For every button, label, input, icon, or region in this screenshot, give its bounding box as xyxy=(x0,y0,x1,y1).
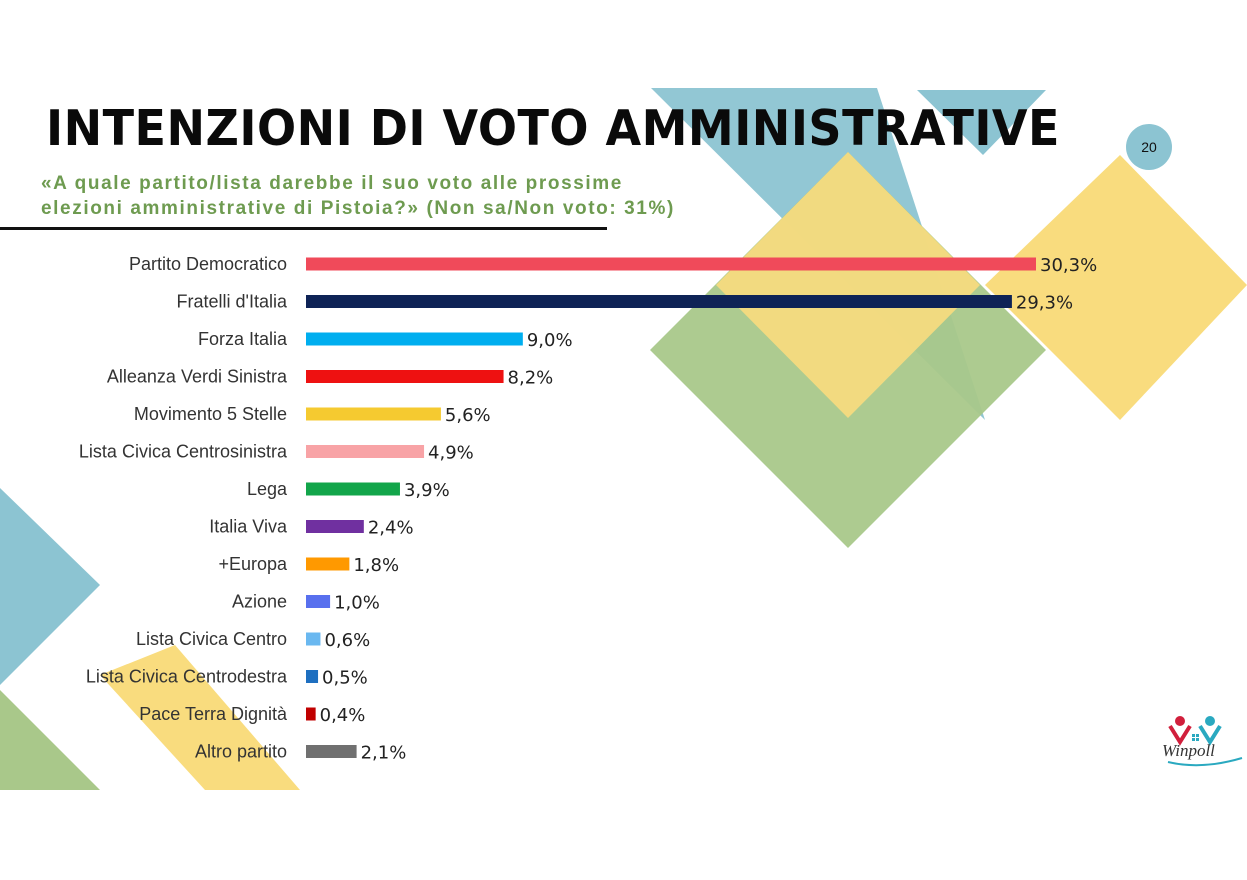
value-label: 4,9% xyxy=(428,443,474,464)
category-label: Pace Terra Dignità xyxy=(139,704,288,724)
bar xyxy=(306,632,321,646)
value-label: 0,4% xyxy=(320,705,366,726)
value-label: 2,4% xyxy=(368,518,414,539)
category-label: Movimento 5 Stelle xyxy=(134,404,287,424)
winpoll-logo-text: Winpoll xyxy=(1162,741,1215,760)
category-label: Forza Italia xyxy=(198,329,288,349)
category-label: Altro partito xyxy=(195,742,287,762)
survey-question-line-2: elezioni amministrative di Pistoia?» (No… xyxy=(41,198,675,219)
bar xyxy=(306,370,504,383)
value-label: 3,9% xyxy=(404,480,450,501)
value-label: 9,0% xyxy=(527,330,573,351)
category-label: Lista Civica Centro xyxy=(136,629,287,649)
bar xyxy=(306,445,425,458)
bar xyxy=(306,257,1036,271)
bar xyxy=(306,745,357,758)
teal-triangle-left xyxy=(0,488,100,685)
page-title: INTENZIONI DI VOTO AMMINISTRATIVE xyxy=(46,100,1060,157)
yellow-diamond-right xyxy=(985,155,1247,420)
value-label: 8,2% xyxy=(508,368,554,389)
green-triangle-bottom-left xyxy=(0,690,100,790)
category-label: Italia Viva xyxy=(209,517,288,537)
title-underline xyxy=(0,227,607,230)
value-label: 0,6% xyxy=(324,630,370,651)
bar xyxy=(306,482,400,496)
teal-triangle-top-right xyxy=(917,90,1046,155)
bar xyxy=(306,707,316,721)
category-label: Lega xyxy=(247,479,288,499)
bar xyxy=(306,295,1012,308)
survey-question: «A quale partito/lista darebbe il suo vo… xyxy=(41,171,801,221)
bar xyxy=(306,670,319,683)
bar xyxy=(306,557,350,571)
page-number-badge: 20 xyxy=(1126,124,1172,170)
value-label: 0,5% xyxy=(322,668,368,689)
category-label: Partito Democratico xyxy=(129,254,287,274)
bar xyxy=(306,595,331,608)
value-label: 5,6% xyxy=(445,405,491,426)
value-label: 30,3% xyxy=(1040,255,1097,276)
bar xyxy=(306,520,364,533)
yellow-diamond-left xyxy=(716,152,980,418)
category-label: Lista Civica Centrodestra xyxy=(86,667,288,687)
bar xyxy=(306,332,523,346)
value-label: 29,3% xyxy=(1016,293,1073,314)
category-label: +Europa xyxy=(218,554,288,574)
bar xyxy=(306,407,441,421)
category-label: Alleanza Verdi Sinistra xyxy=(107,367,288,387)
value-label: 2,1% xyxy=(361,743,407,764)
category-label: Fratelli d'Italia xyxy=(177,292,288,312)
winpoll-logo-icon: Winpoll xyxy=(1162,716,1243,767)
category-label: Azione xyxy=(232,592,287,612)
survey-question-line-1: «A quale partito/lista darebbe il suo vo… xyxy=(41,173,623,194)
value-label: 1,0% xyxy=(334,593,380,614)
category-label: Lista Civica Centrosinistra xyxy=(79,442,288,462)
value-label: 1,8% xyxy=(353,555,399,576)
yellow-band-bottom-left xyxy=(100,645,300,790)
